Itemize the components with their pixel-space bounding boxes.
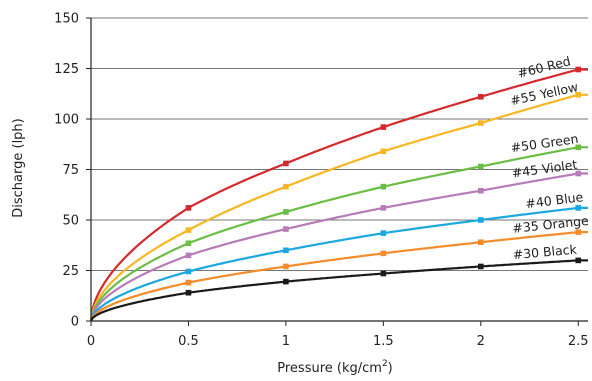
data-marker <box>380 230 387 236</box>
data-marker <box>185 227 192 233</box>
data-marker <box>185 289 192 296</box>
data-marker <box>283 263 289 270</box>
tick-labels: 0 25 50 75 100 125 150 0 0.5 1 1.5 2 2.5 <box>54 12 588 350</box>
data-marker <box>283 160 289 167</box>
y-tick-label: 150 <box>54 12 79 27</box>
data-marker <box>283 226 289 232</box>
series-label: #40 Blue <box>525 189 585 211</box>
data-marker <box>283 209 289 215</box>
data-marker <box>575 257 582 264</box>
data-marker <box>478 187 484 194</box>
series-line <box>89 231 588 322</box>
data-marker <box>185 268 192 275</box>
data-marker <box>380 148 387 155</box>
data-marker <box>575 66 582 73</box>
data-marker <box>380 270 387 277</box>
data-marker <box>575 91 582 98</box>
y-tick-label: 100 <box>54 113 79 128</box>
data-marker <box>478 120 484 126</box>
x-tick-label: 1.5 <box>373 334 394 349</box>
x-tick-label: 0.5 <box>178 334 199 349</box>
y-axis-label: Discharge (lph) <box>11 118 26 218</box>
data-marker <box>283 183 289 190</box>
grid-layer <box>91 17 588 271</box>
data-marker <box>478 93 484 100</box>
x-tick-label: 2.5 <box>568 334 589 349</box>
y-tick-label: 0 <box>71 315 79 330</box>
y-tick-label: 75 <box>62 163 79 178</box>
x-tick-label: 1 <box>282 334 290 349</box>
y-tick-label: 125 <box>54 62 79 77</box>
data-marker <box>185 279 192 286</box>
y-tick-label: 50 <box>62 214 79 229</box>
x-axis-label-superscript: 2 <box>382 359 388 369</box>
data-marker <box>380 205 387 211</box>
series-line <box>89 68 588 322</box>
data-marker <box>185 205 192 211</box>
series-label: #30 Black <box>512 242 578 263</box>
data-marker <box>185 252 192 259</box>
data-marker <box>575 144 582 151</box>
data-marker <box>575 229 582 235</box>
x-axis-label-main: Pressure (kg/cm <box>277 361 382 376</box>
data-marker <box>478 163 484 170</box>
data-marker <box>575 170 582 177</box>
data-marker <box>380 250 387 257</box>
x-tick-label: 0 <box>87 334 95 349</box>
x-axis-label-close: ) <box>388 361 393 376</box>
data-marker <box>283 278 289 285</box>
data-marker <box>380 183 387 190</box>
data-marker <box>478 263 484 270</box>
series-label: #45 Violet <box>511 157 578 181</box>
y-tick-label: 25 <box>62 264 79 279</box>
series-line <box>89 206 588 322</box>
series-line <box>89 146 588 322</box>
series-label: #60 Red <box>516 53 572 81</box>
data-marker <box>478 217 484 223</box>
axes-layer <box>86 17 588 326</box>
series-line <box>89 172 588 322</box>
data-marker <box>283 247 289 254</box>
series-line <box>89 93 588 322</box>
x-tick-label: 2 <box>477 334 485 349</box>
series-line <box>90 259 588 322</box>
data-marker <box>380 124 387 130</box>
series-label: #50 Green <box>510 131 580 155</box>
data-marker <box>478 239 484 246</box>
data-marker <box>185 240 192 247</box>
series-layer <box>89 66 588 322</box>
data-marker <box>575 205 582 211</box>
x-axis-label: Pressure (kg/cm2) <box>277 359 393 376</box>
